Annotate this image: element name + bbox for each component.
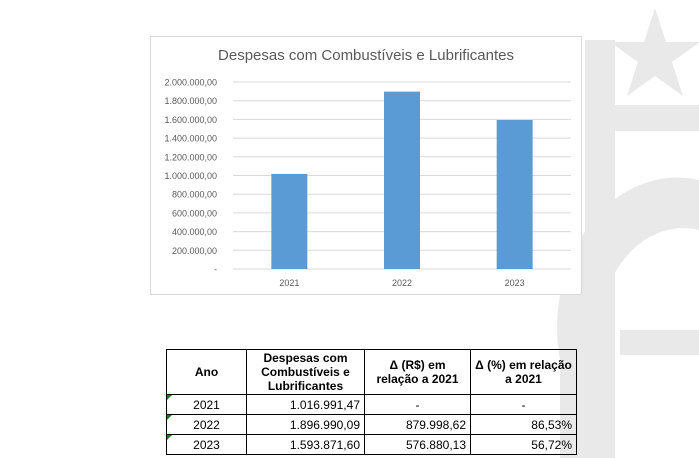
y-tick-label: 2.000.000,00 (164, 78, 217, 88)
y-tick-label: 1.600.000,00 (164, 115, 217, 125)
header-delta-percent: Δ (%) em relação a 2021 (470, 349, 577, 395)
cell-delta-brl: 576.880,13 (364, 434, 471, 455)
expenses-table: Ano Despesas com Combustíveis e Lubrific… (166, 349, 577, 455)
cell-expenses: 1.896.990,09 (246, 414, 365, 435)
y-tick-label: 200.000,00 (172, 246, 217, 256)
header-expenses: Despesas com Combustíveis e Lubrificante… (246, 349, 365, 395)
header-year: Ano (166, 349, 247, 395)
cell-year: 2022 (166, 414, 247, 435)
table-row: 2022 1.896.990,09 879.998,62 86,53% (166, 414, 577, 435)
header-delta-brl: Δ (R$) em relação a 2021 (364, 349, 471, 395)
bar-2022 (384, 91, 420, 269)
bar-chart: - 200.000,00 400.000,00 600.000,00 800.000,0… (164, 78, 571, 288)
y-tick-label: 1.400.000,00 (164, 134, 217, 144)
y-tick-label: 800.000,00 (172, 190, 217, 200)
x-tick-label: 2022 (392, 278, 412, 288)
table-row: 2021 1.016.991,47 - - (166, 394, 577, 415)
bar-2021 (271, 173, 308, 269)
y-tick-label: 1.000.000,00 (164, 171, 217, 181)
cell-delta-percent: 86,53% (470, 414, 577, 435)
y-tick-label: 1.800.000,00 (164, 96, 217, 106)
cell-year: 2021 (166, 394, 247, 415)
x-tick-label: 2023 (505, 278, 525, 288)
cell-delta-percent: - (470, 394, 577, 415)
y-tick-label: 600.000,00 (172, 208, 217, 218)
y-tick-label: - (214, 265, 217, 275)
chart-title: Despesas com Combustíveis e Lubrificante… (218, 47, 514, 64)
y-tick-label: 1.200.000,00 (164, 152, 217, 162)
cell-delta-brl: 879.998,62 (364, 414, 471, 435)
table-row: 2023 1.593.871,60 576.880,13 56,72% (166, 434, 577, 455)
bar-2023 (496, 119, 533, 269)
chart-container: Despesas com Combustíveis e Lubrificante… (150, 36, 582, 295)
y-tick-label: 400.000,00 (172, 227, 217, 237)
x-tick-label: 2021 (279, 278, 299, 288)
cell-expenses: 1.016.991,47 (246, 394, 365, 415)
cell-delta-brl: - (364, 394, 471, 415)
cell-year: 2023 (166, 434, 247, 455)
cell-expenses: 1.593.871,60 (246, 434, 365, 455)
table-header-row: Ano Despesas com Combustíveis e Lubrific… (166, 349, 577, 395)
cell-delta-percent: 56,72% (470, 434, 577, 455)
